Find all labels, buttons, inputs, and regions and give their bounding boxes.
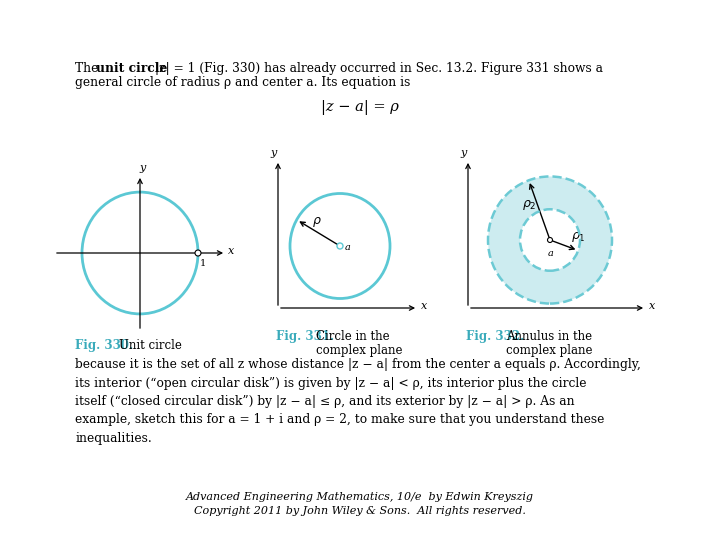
Text: 1: 1 bbox=[200, 259, 206, 267]
Text: general circle of radius ρ and center a. Its equation is: general circle of radius ρ and center a.… bbox=[75, 76, 410, 89]
Text: Annulus in the: Annulus in the bbox=[506, 330, 592, 343]
Text: complex plane: complex plane bbox=[506, 344, 593, 357]
Text: because it is the set of all z whose distance |z − a| from the center a equals ρ: because it is the set of all z whose dis… bbox=[75, 358, 641, 445]
Text: Fig. 331.: Fig. 331. bbox=[276, 330, 334, 343]
Text: x: x bbox=[649, 301, 655, 311]
Text: unit circle: unit circle bbox=[96, 62, 167, 75]
Circle shape bbox=[547, 238, 552, 242]
Text: y: y bbox=[271, 148, 277, 158]
Circle shape bbox=[195, 250, 201, 256]
Text: y: y bbox=[140, 163, 146, 173]
Text: x: x bbox=[228, 246, 234, 256]
Text: complex plane: complex plane bbox=[316, 344, 402, 357]
Ellipse shape bbox=[488, 177, 612, 303]
Text: x: x bbox=[421, 301, 427, 311]
Text: a: a bbox=[345, 242, 351, 252]
Text: a: a bbox=[548, 249, 554, 258]
Text: $\rho$: $\rho$ bbox=[312, 215, 321, 229]
Circle shape bbox=[337, 243, 343, 249]
Text: $\rho_2$: $\rho_2$ bbox=[521, 198, 536, 212]
Text: y: y bbox=[461, 148, 467, 158]
Text: |z| = 1 (Fig. 330) has already occurred in Sec. 13.2. Figure 331 shows a: |z| = 1 (Fig. 330) has already occurred … bbox=[151, 62, 603, 75]
Text: Circle in the: Circle in the bbox=[316, 330, 390, 343]
Text: |z − a| = ρ: |z − a| = ρ bbox=[321, 100, 399, 115]
Text: Advanced Engineering Mathematics, 10/e  by Edwin Kreyszig: Advanced Engineering Mathematics, 10/e b… bbox=[186, 492, 534, 502]
Text: Unit circle: Unit circle bbox=[119, 339, 182, 352]
Text: Copyright 2011 by John Wiley & Sons.  All rights reserved.: Copyright 2011 by John Wiley & Sons. All… bbox=[194, 506, 526, 516]
Text: Fig. 330.: Fig. 330. bbox=[75, 339, 133, 352]
Text: The: The bbox=[75, 62, 102, 75]
Ellipse shape bbox=[520, 209, 580, 271]
Text: $\rho_1$: $\rho_1$ bbox=[572, 230, 586, 244]
Text: Fig. 332.: Fig. 332. bbox=[466, 330, 524, 343]
